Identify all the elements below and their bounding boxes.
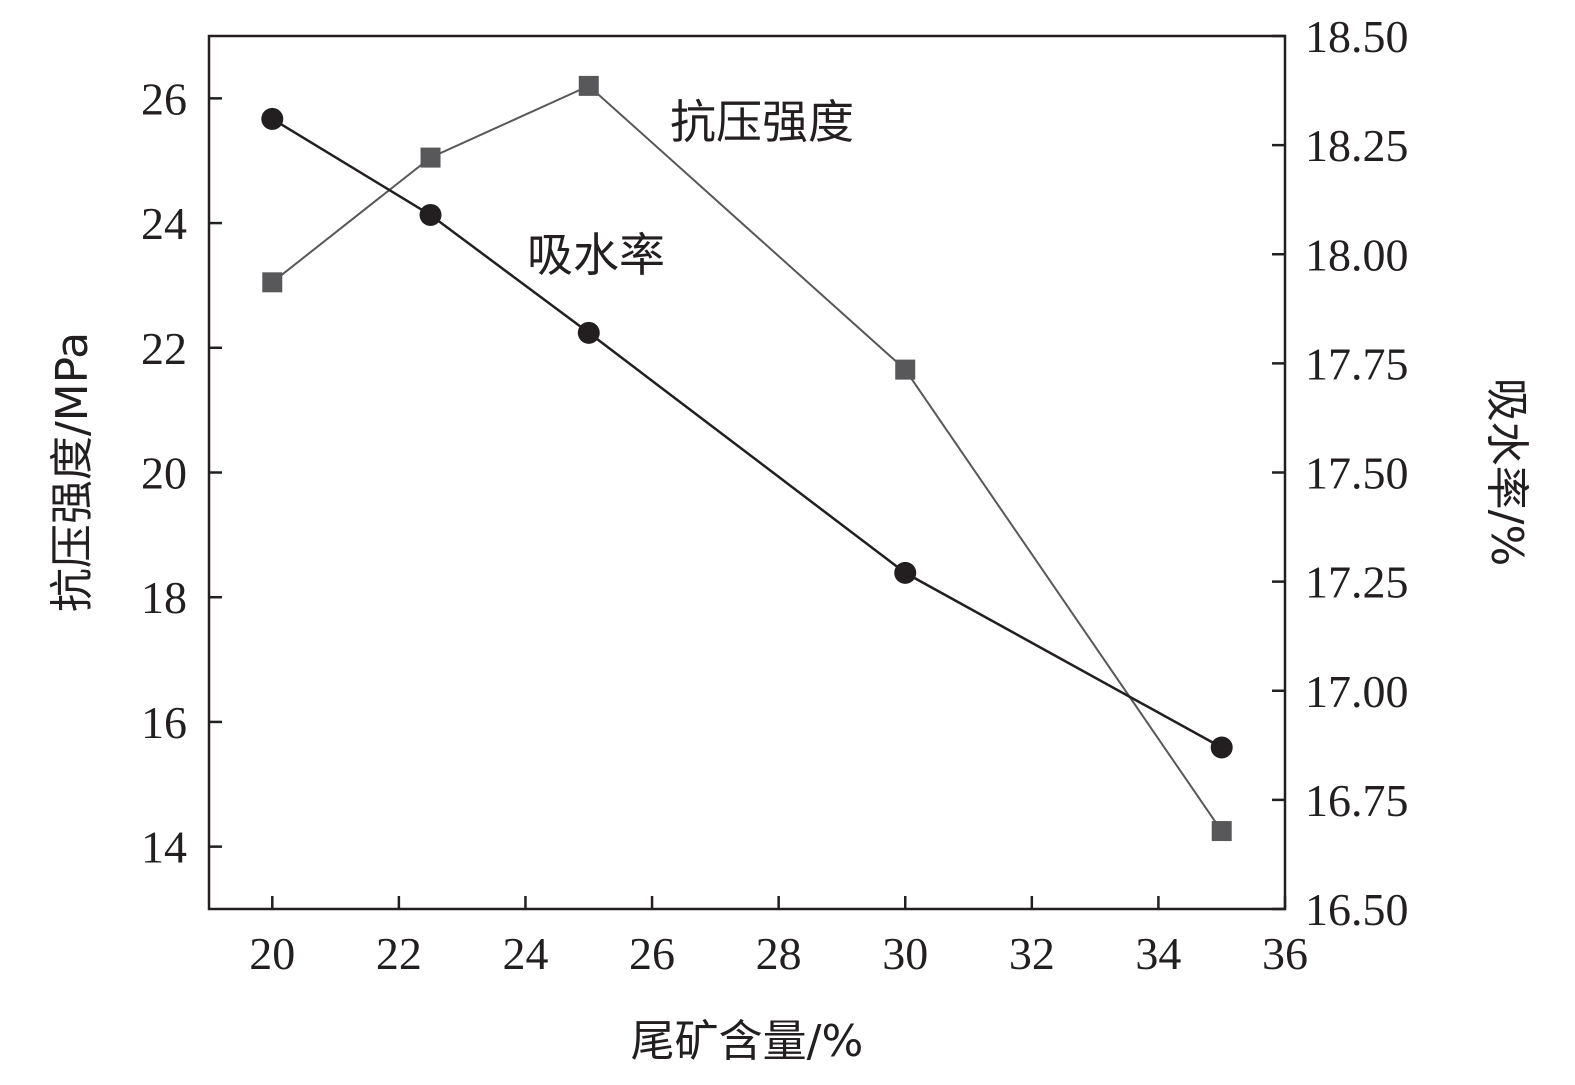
right-y-tick-label: 18.25 bbox=[1305, 120, 1409, 171]
left-y-tick-label: 20 bbox=[141, 448, 187, 499]
series-line-compressive-strength bbox=[271, 84, 1223, 832]
right-y-tick-label: 16.75 bbox=[1305, 775, 1409, 826]
circle-marker bbox=[577, 321, 600, 344]
square-marker bbox=[1211, 821, 1232, 842]
series-layer bbox=[261, 75, 1233, 842]
square-marker bbox=[578, 75, 599, 96]
x-tick-label: 28 bbox=[756, 928, 802, 979]
square-marker bbox=[262, 272, 283, 293]
left-y-tick-label: 14 bbox=[141, 822, 187, 873]
right-y-tick-label: 18.00 bbox=[1305, 229, 1409, 280]
x-tick-label: 36 bbox=[1262, 928, 1308, 979]
x-tick-label: 22 bbox=[376, 928, 422, 979]
series-line-water-absorption bbox=[271, 117, 1223, 749]
circle-marker bbox=[261, 107, 284, 130]
x-tick-label: 34 bbox=[1135, 928, 1181, 979]
circle-marker bbox=[1210, 736, 1233, 759]
right-y-axis-ticks: 16.50 16.75 17.00 17.25 17.50 17.75 18.00 18.25… bbox=[1272, 11, 1409, 935]
x-tick-label: 24 bbox=[502, 928, 548, 979]
circle-marker bbox=[894, 561, 917, 584]
right-y-tick-label: 17.25 bbox=[1305, 557, 1409, 608]
right-y-tick-label: 16.50 bbox=[1305, 884, 1409, 935]
series-label-compressive-strength: 抗压强度 bbox=[670, 95, 854, 149]
right-y-tick-label: 17.50 bbox=[1305, 448, 1409, 499]
x-tick-label: 20 bbox=[249, 928, 295, 979]
left-y-tick-label: 22 bbox=[141, 323, 187, 374]
left-y-tick-label: 24 bbox=[141, 198, 187, 249]
left-y-tick-label: 18 bbox=[141, 572, 187, 623]
x-tick-label: 30 bbox=[882, 928, 928, 979]
left-y-axis-ticks: 14 16 18 20 22 24 26 bbox=[141, 73, 222, 873]
square-marker bbox=[420, 147, 441, 168]
left-y-axis-title: 抗压强度/MPa bbox=[47, 332, 98, 612]
left-y-tick-label: 16 bbox=[141, 697, 187, 748]
x-tick-label: 26 bbox=[629, 928, 675, 979]
plot-frame bbox=[207, 34, 1287, 911]
x-axis-title: 尾矿含量/% bbox=[631, 1016, 864, 1067]
x-tick-label: 32 bbox=[1009, 928, 1055, 979]
right-y-axis-title: 吸水率/% bbox=[1481, 378, 1532, 567]
right-y-tick-label: 17.75 bbox=[1305, 338, 1409, 389]
right-y-tick-label: 17.00 bbox=[1305, 666, 1409, 717]
left-y-tick-label: 26 bbox=[141, 73, 187, 124]
right-y-tick-label: 18.50 bbox=[1305, 11, 1409, 62]
series-label-water-absorption: 吸水率 bbox=[527, 228, 665, 282]
square-marker bbox=[895, 359, 916, 380]
x-axis-ticks: 20 22 24 26 28 30 32 34 36 bbox=[249, 896, 1308, 979]
circle-marker bbox=[419, 203, 442, 226]
